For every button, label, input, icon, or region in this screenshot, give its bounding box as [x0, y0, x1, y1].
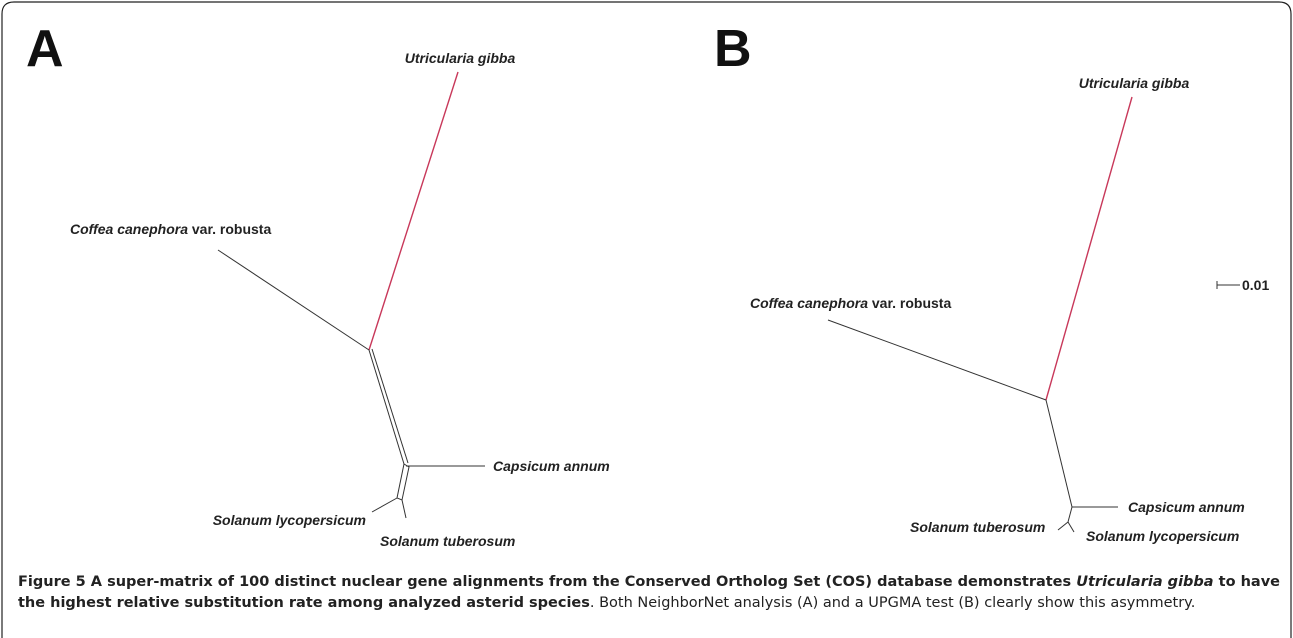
taxon-label: Solanum lycopersicum	[213, 512, 366, 528]
caption-bold: A super-matrix of 100 distinct nuclear g…	[85, 574, 1077, 590]
taxon-label: Utricularia gibba	[1079, 75, 1190, 91]
scale-label: 0.01	[1242, 277, 1269, 293]
taxon-label: Coffea canephora var. robusta	[750, 295, 951, 311]
caption-label: Figure 5	[18, 574, 86, 590]
taxon-label: Solanum lycopersicum	[1086, 528, 1239, 544]
tree-b	[827, 96, 1133, 533]
caption-text: . Both NeighborNet analysis (A) and a UP…	[589, 595, 1196, 611]
caption-bold: to have the highest relative substitutio…	[18, 574, 1281, 611]
tree-a	[217, 71, 485, 519]
panel-letter: B	[714, 20, 752, 78]
taxon-label: Coffea canephora var. robusta	[70, 221, 271, 237]
taxon-label: Solanum tuberosum	[380, 533, 515, 549]
caption-species: Utricularia gibba	[1076, 574, 1214, 590]
taxon-label: Capsicum annum	[1128, 499, 1245, 515]
figure-caption: Figure 5 A super-matrix of 100 distinct …	[18, 572, 1280, 614]
taxon-label: Solanum tuberosum	[910, 519, 1045, 535]
scale-bar	[1216, 281, 1240, 289]
taxon-label: Utricularia gibba	[405, 50, 516, 66]
panel-letter: A	[26, 20, 64, 78]
taxon-label: Capsicum annum	[493, 458, 610, 474]
